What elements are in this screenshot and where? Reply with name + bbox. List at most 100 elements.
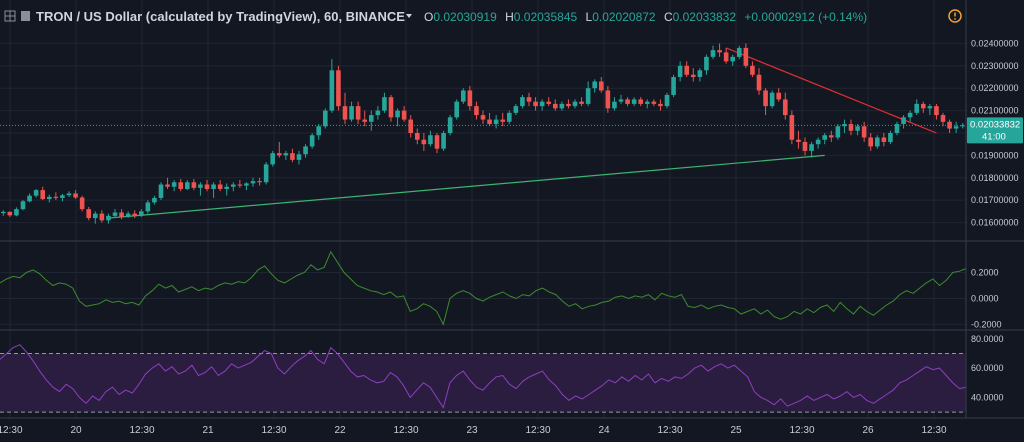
candle: [171, 182, 177, 187]
candle: [79, 197, 85, 210]
price-tick-label: 0.02300000: [971, 61, 1019, 71]
candle: [428, 135, 433, 145]
oscillator-series: [0, 250, 967, 326]
candle: [480, 115, 486, 120]
symbol-title[interactable]: TRON / US Dollar (calculated by TradingV…: [36, 9, 405, 24]
candle: [612, 101, 617, 109]
candle: [934, 106, 939, 116]
time-tick-label: 12:30: [0, 425, 23, 436]
candle: [592, 81, 598, 89]
candle: [953, 126, 959, 129]
candle: [520, 97, 525, 107]
candle: [684, 65, 690, 75]
time-tick-label: 23: [466, 425, 478, 436]
chevron-down-icon[interactable]: [406, 14, 412, 18]
candle: [572, 101, 578, 107]
candle: [257, 181, 262, 183]
candle: [539, 101, 545, 107]
candle: [46, 196, 52, 200]
candle: [401, 110, 407, 120]
candle: [874, 137, 880, 147]
open-label: O: [424, 10, 433, 24]
candle: [414, 133, 420, 140]
rsi-series: [0, 344, 967, 409]
candle: [263, 164, 269, 183]
candle: [73, 193, 78, 198]
y-axis: 0.01600000 0.01700000 0.01800000 0.01900000…: [971, 38, 1019, 402]
candle: [283, 153, 289, 156]
candle: [763, 90, 768, 107]
candle: [598, 81, 604, 91]
candle: [191, 182, 197, 188]
high-value: 0.02035845: [514, 10, 578, 24]
warning-icon[interactable]: [948, 9, 962, 23]
time-tick-label: 12:30: [789, 425, 814, 436]
candle: [828, 135, 834, 138]
candle: [585, 88, 591, 104]
candle: [618, 99, 624, 102]
rsi-band-fill: [0, 353, 966, 413]
candle: [290, 153, 295, 160]
price-badge-countdown: 41:00: [982, 131, 1006, 142]
candle: [224, 186, 230, 189]
candle-icon[interactable]: [21, 11, 30, 21]
price-badge-box: [967, 117, 1023, 144]
candle: [677, 65, 683, 78]
candle: [434, 135, 440, 149]
candle: [835, 126, 841, 138]
candle: [244, 183, 249, 186]
candle: [861, 126, 867, 138]
svg-text:O0.02030919 H0.02035845: O0.02030919 H0.02035845 L0.02020872 C0.0…: [424, 10, 867, 24]
candle: [53, 196, 59, 198]
candle: [158, 184, 164, 198]
candle: [927, 106, 933, 109]
candle: [579, 101, 584, 104]
candle: [500, 119, 506, 122]
close-value: 0.02033832: [673, 10, 737, 24]
candle: [914, 103, 920, 113]
candle: [736, 47, 742, 57]
price-tick-label: 0.02400000: [971, 38, 1019, 48]
candle: [40, 190, 46, 200]
candle: [132, 213, 138, 216]
candle: [145, 202, 151, 212]
candle: [644, 101, 650, 104]
candle: [375, 110, 381, 116]
candle: [329, 70, 335, 111]
candle: [125, 213, 131, 217]
candle: [388, 97, 394, 118]
grid-icon[interactable]: [4, 10, 16, 22]
candle: [533, 101, 538, 107]
chart-header: TRON / US Dollar (calculated by TradingV…: [4, 9, 962, 24]
candle: [14, 209, 19, 216]
price-badge: 0.02033832 41:00: [967, 117, 1023, 144]
support-trendline[interactable]: [108, 154, 825, 219]
time-tick-label: 22: [334, 425, 346, 436]
candle: [526, 97, 532, 102]
candle: [802, 141, 808, 151]
candle: [881, 137, 887, 142]
candle: [513, 106, 519, 113]
candle: [303, 146, 308, 155]
candle: [230, 184, 236, 187]
candle: [717, 50, 722, 53]
candle: [198, 184, 203, 188]
candle: [855, 126, 860, 131]
candle: [605, 90, 611, 109]
change-value: +0.00002912 (+0.14%): [744, 10, 867, 24]
candle: [907, 112, 913, 118]
candle: [493, 119, 499, 125]
candle: [355, 106, 361, 120]
candle: [697, 70, 703, 78]
candle: [309, 135, 315, 147]
candle: [651, 101, 657, 104]
oscillator-tick-label: 0.2000: [971, 268, 999, 278]
candle: [421, 139, 427, 145]
candle: [743, 47, 749, 66]
time-tick-label: 12:30: [129, 425, 154, 436]
candle: [671, 77, 676, 95]
candle: [960, 125, 966, 127]
candle: [894, 124, 900, 133]
candle: [638, 99, 644, 104]
